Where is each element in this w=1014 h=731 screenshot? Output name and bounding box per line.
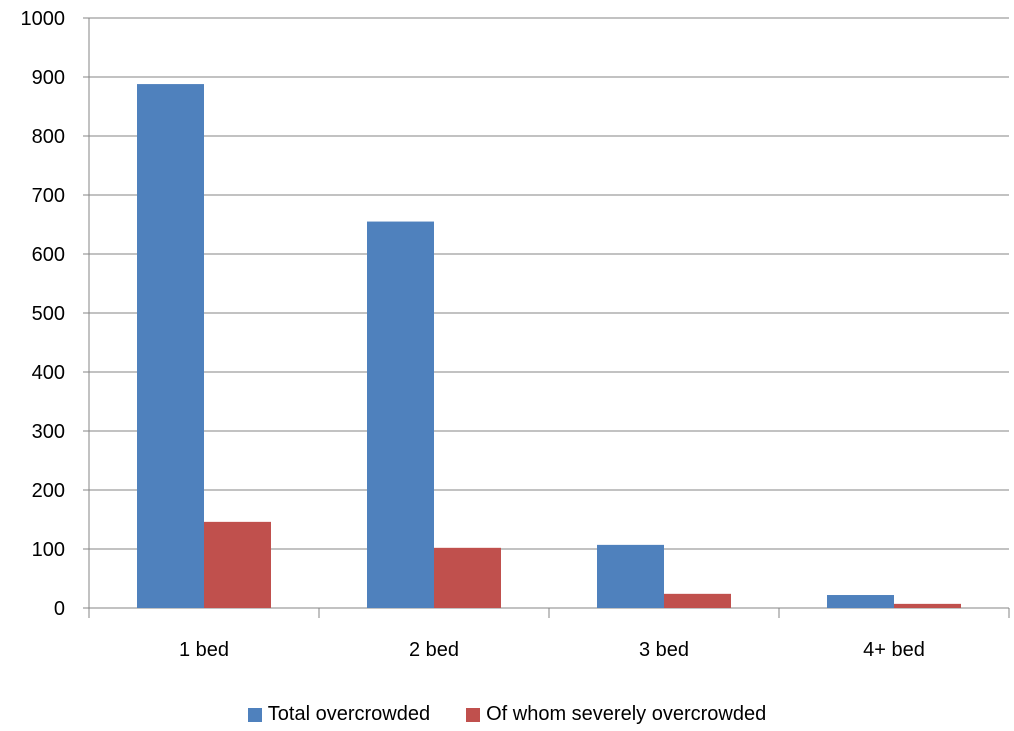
x-tick-label: 4+ bed xyxy=(863,639,925,661)
legend-item-severely-overcrowded: Of whom severely overcrowded xyxy=(466,703,766,726)
legend-item-total-overcrowded: Total overcrowded xyxy=(247,703,431,726)
x-tick-label: 1 bed xyxy=(179,639,229,661)
x-tick-label: 2 bed xyxy=(409,639,459,661)
y-tick-label: 1000 xyxy=(21,8,66,30)
legend-swatch-red xyxy=(466,707,481,722)
y-tick-label: 600 xyxy=(32,244,65,266)
legend-label: Of whom severely overcrowded xyxy=(486,703,767,725)
y-tick-label: 300 xyxy=(32,421,65,443)
y-tick-label: 800 xyxy=(32,126,65,148)
legend-label: Total overcrowded xyxy=(267,703,431,725)
y-tick-label: 200 xyxy=(32,480,65,502)
y-tick-label: 900 xyxy=(32,67,65,89)
bar xyxy=(204,521,271,608)
y-tick-label: 500 xyxy=(32,303,65,325)
bar xyxy=(894,603,961,608)
bar xyxy=(597,544,664,608)
bar-chart: 0 100 200 300 400 500 600 700 800 900 1000 1 bed 2 b… xyxy=(21,8,1010,661)
bar xyxy=(827,595,894,608)
bar xyxy=(367,221,434,609)
bar xyxy=(434,547,501,608)
legend: Total overcrowded Of whom severely overc… xyxy=(0,703,1014,726)
y-tick-label: 0 xyxy=(54,598,65,620)
x-tick-label: 3 bed xyxy=(639,639,689,661)
y-tick-label: 100 xyxy=(32,539,65,561)
bar xyxy=(664,593,731,608)
legend-swatch-blue xyxy=(247,707,262,722)
y-tick-label: 700 xyxy=(32,185,65,207)
bar xyxy=(137,84,204,608)
y-tick-label: 400 xyxy=(32,362,65,384)
